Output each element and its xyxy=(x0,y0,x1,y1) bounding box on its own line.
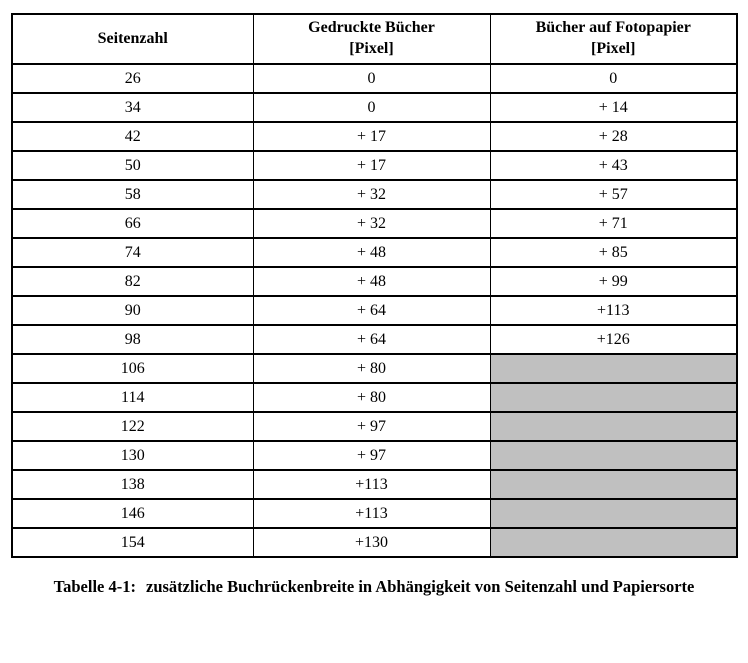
cell-foto: + 85 xyxy=(489,237,738,268)
cell-seitenzahl: 114 xyxy=(11,382,254,413)
cell-seitenzahl: 146 xyxy=(11,498,254,529)
table-row: 122 + 97 xyxy=(11,411,738,442)
table-row: 154 +130 xyxy=(11,527,738,558)
table-row: 50 + 17 + 43 xyxy=(11,150,738,181)
table-header: Seitenzahl Gedruckte Bücher [Pixel] Büch… xyxy=(11,13,738,65)
cell-gedruckt: + 32 xyxy=(252,208,491,239)
cell-gedruckt: + 64 xyxy=(252,324,491,355)
table-row: 34 0 + 14 xyxy=(11,92,738,123)
header-row: Seitenzahl Gedruckte Bücher [Pixel] Büch… xyxy=(11,13,738,65)
cell-seitenzahl: 138 xyxy=(11,469,254,500)
cell-gedruckt: 0 xyxy=(252,92,491,123)
cell-foto: + 43 xyxy=(489,150,738,181)
cell-foto xyxy=(489,527,738,558)
cell-seitenzahl: 98 xyxy=(11,324,254,355)
column-header-seitenzahl: Seitenzahl xyxy=(11,13,254,65)
cell-foto: +126 xyxy=(489,324,738,355)
cell-gedruckt: + 64 xyxy=(252,295,491,326)
cell-seitenzahl: 26 xyxy=(11,63,254,94)
cell-foto xyxy=(489,353,738,384)
table-row: 66 + 32 + 71 xyxy=(11,208,738,239)
column-header-gedruckte-buecher: Gedruckte Bücher [Pixel] xyxy=(252,13,491,65)
table-row: 98 + 64 +126 xyxy=(11,324,738,355)
cell-seitenzahl: 82 xyxy=(11,266,254,297)
document-page: Seitenzahl Gedruckte Bücher [Pixel] Büch… xyxy=(0,13,748,663)
cell-gedruckt: + 48 xyxy=(252,266,491,297)
cell-seitenzahl: 106 xyxy=(11,353,254,384)
cell-seitenzahl: 74 xyxy=(11,237,254,268)
table-caption-text: zusätzliche Buchrückenbreite in Abhängig… xyxy=(146,577,695,596)
cell-foto: + 14 xyxy=(489,92,738,123)
table-row: 146 +113 xyxy=(11,498,738,529)
spine-width-table: Seitenzahl Gedruckte Bücher [Pixel] Büch… xyxy=(11,13,738,558)
cell-foto xyxy=(489,411,738,442)
cell-foto: + 99 xyxy=(489,266,738,297)
column-header-label: Bücher auf Fotopapier xyxy=(535,19,691,37)
cell-gedruckt: + 17 xyxy=(252,121,491,152)
column-header-buecher-fotopapier: Bücher auf Fotopapier [Pixel] xyxy=(489,13,738,65)
cell-foto xyxy=(489,469,738,500)
table-row: 130 + 97 xyxy=(11,440,738,471)
cell-seitenzahl: 90 xyxy=(11,295,254,326)
table-body: 26 0 0 34 0 + 14 42 + 17 + 28 50 + 17 + … xyxy=(11,63,738,558)
cell-gedruckt: + 97 xyxy=(252,440,491,471)
cell-seitenzahl: 58 xyxy=(11,179,254,210)
cell-foto: + 28 xyxy=(489,121,738,152)
cell-gedruckt: + 32 xyxy=(252,179,491,210)
cell-gedruckt: +113 xyxy=(252,498,491,529)
cell-foto xyxy=(489,498,738,529)
table-row: 106 + 80 xyxy=(11,353,738,384)
table-row: 114 + 80 xyxy=(11,382,738,413)
table-row: 58 + 32 + 57 xyxy=(11,179,738,210)
cell-foto xyxy=(489,440,738,471)
cell-seitenzahl: 66 xyxy=(11,208,254,239)
cell-seitenzahl: 130 xyxy=(11,440,254,471)
table-row: 26 0 0 xyxy=(11,63,738,94)
cell-seitenzahl: 154 xyxy=(11,527,254,558)
cell-gedruckt: + 48 xyxy=(252,237,491,268)
cell-gedruckt: + 17 xyxy=(252,150,491,181)
cell-gedruckt: 0 xyxy=(252,63,491,94)
table-row: 138 +113 xyxy=(11,469,738,500)
cell-gedruckt: + 97 xyxy=(252,411,491,442)
table-row: 42 + 17 + 28 xyxy=(11,121,738,152)
cell-gedruckt: +113 xyxy=(252,469,491,500)
cell-foto: 0 xyxy=(489,63,738,94)
column-header-unit: [Pixel] xyxy=(591,40,636,57)
cell-gedruckt: +130 xyxy=(252,527,491,558)
table-caption: Tabelle 4-1: zusätzliche Buchrückenbreite… xyxy=(0,577,748,597)
cell-foto xyxy=(489,382,738,413)
table-row: 90 + 64 +113 xyxy=(11,295,738,326)
cell-seitenzahl: 34 xyxy=(11,92,254,123)
column-header-label: Gedruckte Bücher xyxy=(308,19,435,37)
cell-seitenzahl: 122 xyxy=(11,411,254,442)
cell-foto: + 71 xyxy=(489,208,738,239)
column-header-label: Seitenzahl xyxy=(97,29,168,47)
table-caption-number: Tabelle 4-1: xyxy=(53,577,136,596)
column-header-unit: [Pixel] xyxy=(349,40,394,57)
cell-gedruckt: + 80 xyxy=(252,353,491,384)
table-row: 74 + 48 + 85 xyxy=(11,237,738,268)
cell-foto: +113 xyxy=(489,295,738,326)
cell-seitenzahl: 42 xyxy=(11,121,254,152)
cell-seitenzahl: 50 xyxy=(11,150,254,181)
cell-gedruckt: + 80 xyxy=(252,382,491,413)
cell-foto: + 57 xyxy=(489,179,738,210)
table-row: 82 + 48 + 99 xyxy=(11,266,738,297)
